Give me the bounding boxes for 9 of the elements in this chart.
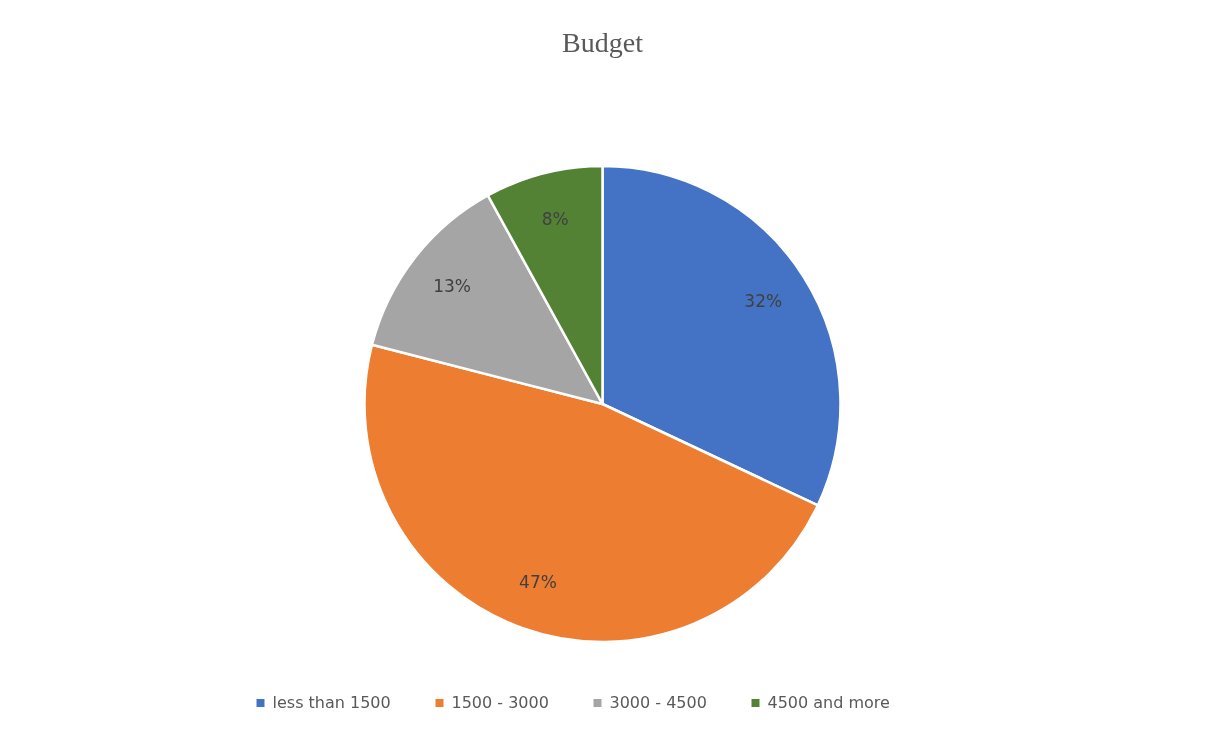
- data-label: 32%: [744, 290, 783, 311]
- data-label: 8%: [541, 208, 569, 229]
- legend-label: 1500 - 3000: [451, 693, 549, 712]
- legend-label: 4500 and more: [767, 693, 890, 712]
- data-label: 13%: [433, 276, 471, 297]
- data-label: 47%: [519, 572, 557, 593]
- chart-title: Budget: [562, 27, 644, 58]
- legend-label: less than 1500: [272, 693, 391, 712]
- legend-label: 3000 - 4500: [609, 693, 707, 712]
